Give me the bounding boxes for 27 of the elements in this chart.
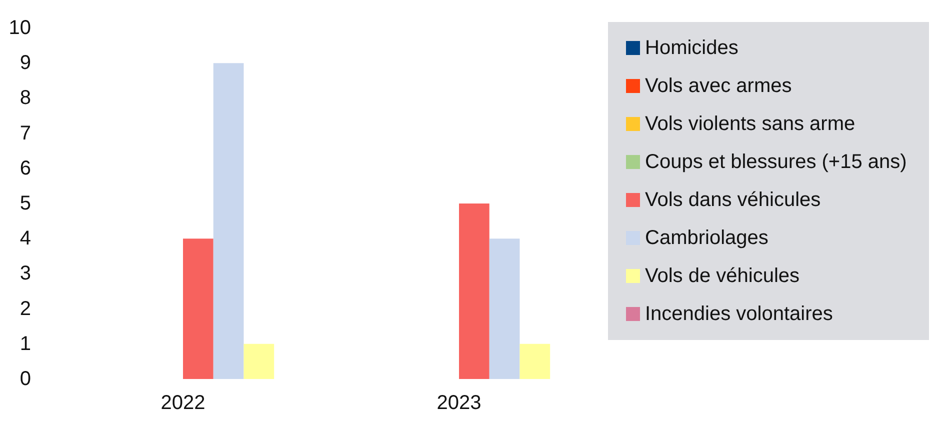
y-tick-label: 1 xyxy=(20,332,31,355)
legend-label: Vols de véhicules xyxy=(645,265,800,287)
bar xyxy=(489,238,520,379)
legend-label: Incendies volontaires xyxy=(645,303,833,325)
legend-label: Coups et blessures (+15 ans) xyxy=(645,151,907,173)
legend-label: Vols dans véhicules xyxy=(645,189,821,211)
y-tick-label: 7 xyxy=(20,122,31,144)
y-tick-label: 3 xyxy=(20,262,31,285)
bar xyxy=(459,204,490,379)
y-tick-label: 4 xyxy=(20,228,31,250)
bar xyxy=(213,63,244,379)
y-tick-label: 10 xyxy=(8,17,31,39)
y-tick-label: 8 xyxy=(20,87,31,110)
legend-label: Cambriolages xyxy=(645,227,768,249)
bar xyxy=(183,238,214,379)
y-tick-label: 0 xyxy=(20,368,31,390)
bar xyxy=(244,344,274,379)
y-tick-label: 5 xyxy=(20,192,31,214)
y-tick-label: 6 xyxy=(20,157,31,180)
bar xyxy=(520,344,550,379)
legend-label: Vols violents sans arme xyxy=(645,113,856,135)
x-tick-label: 2023 xyxy=(436,392,482,414)
y-tick-label: 9 xyxy=(20,52,31,74)
legend-label: Homicides xyxy=(645,37,738,59)
x-tick-label: 2022 xyxy=(160,392,206,414)
legend-label: Vols avec armes xyxy=(645,75,792,97)
y-tick-label: 2 xyxy=(20,298,31,320)
